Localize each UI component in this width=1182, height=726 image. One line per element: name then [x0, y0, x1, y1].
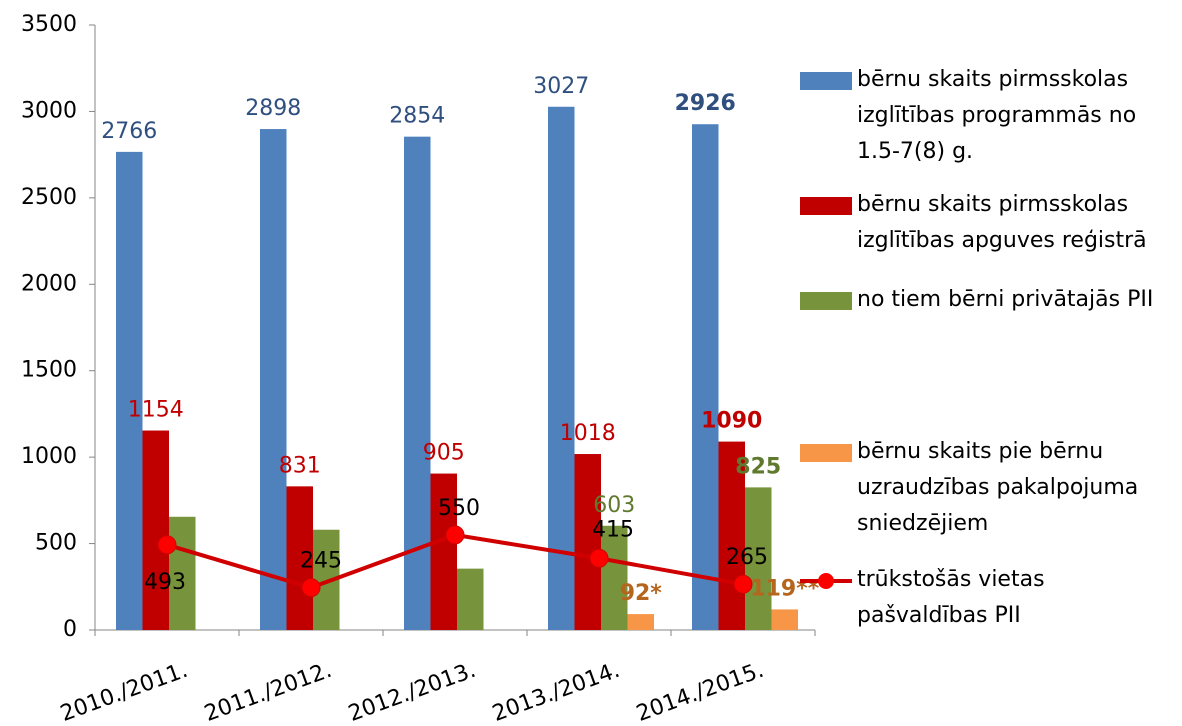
- y-tick-label: 500: [35, 531, 77, 556]
- bar: [601, 525, 628, 630]
- data-label: 1090: [701, 409, 762, 434]
- y-tick-label: 2500: [21, 185, 77, 210]
- data-label: 92*: [620, 581, 663, 606]
- data-label: 265: [726, 545, 768, 570]
- line-marker: [445, 525, 465, 545]
- data-label: 415: [592, 517, 634, 542]
- legend-swatch: [800, 292, 852, 310]
- data-label: 603: [593, 493, 635, 518]
- bar: [286, 486, 313, 630]
- data-label: 3027: [533, 74, 589, 99]
- bar: [116, 151, 143, 630]
- line-marker: [301, 578, 321, 598]
- legend-label: bērnu skaits pirmsskolas izglītības prog…: [857, 67, 1137, 164]
- legend-label: bērnu skaits pie bērnu uzraudzības pakal…: [857, 439, 1139, 536]
- bar: [430, 473, 457, 630]
- data-label: 905: [423, 441, 465, 466]
- y-tick-label: 3000: [21, 98, 77, 123]
- x-tick-label: 2013./2014.: [489, 658, 623, 726]
- data-label: 245: [300, 549, 342, 574]
- line-marker: [589, 548, 609, 568]
- x-tick-label: 2010./2011.: [57, 658, 191, 726]
- y-tick-label: 2000: [21, 271, 77, 296]
- data-label: 2766: [101, 119, 157, 144]
- bar: [548, 106, 575, 631]
- line-marker: [733, 574, 753, 594]
- data-label: 2926: [675, 91, 736, 116]
- data-label: 825: [735, 454, 781, 479]
- data-label: 1154: [128, 398, 184, 423]
- data-label: 2854: [389, 104, 445, 129]
- legend-swatch: [800, 572, 852, 590]
- y-tick-label: 1000: [21, 444, 77, 469]
- bar: [404, 136, 431, 630]
- x-tick-label: 2012./2013.: [345, 658, 479, 726]
- data-label: 2898: [245, 96, 301, 121]
- data-label: 831: [279, 453, 321, 478]
- legend-swatch: [800, 72, 852, 90]
- legend-label: no tiem bērni privātajās PII: [857, 287, 1154, 312]
- data-label: 1018: [560, 421, 616, 446]
- x-tick-label: 2014./2015.: [633, 658, 767, 726]
- data-label: 493: [144, 570, 186, 595]
- bar: [692, 124, 719, 630]
- bar: [771, 609, 798, 630]
- data-label: 550: [438, 496, 480, 521]
- bar: [627, 614, 654, 630]
- legend-swatch: [800, 197, 852, 215]
- bar: [457, 568, 484, 630]
- y-tick-label: 0: [63, 617, 77, 642]
- legend-label: trūkstošās vietas pašvaldības PII: [857, 567, 1045, 628]
- bar: [574, 454, 601, 630]
- bar: [260, 129, 287, 630]
- line-marker: [157, 535, 177, 555]
- x-tick-label: 2011./2012.: [201, 658, 335, 726]
- legend-swatch: [800, 444, 852, 462]
- bar: [745, 487, 772, 630]
- y-tick-label: 1500: [21, 358, 77, 383]
- y-tick-label: 3500: [21, 12, 77, 37]
- legend-line-icon: [800, 573, 852, 589]
- bar: [718, 441, 745, 630]
- bar: [169, 516, 196, 630]
- legend-label: bērnu skaits pirmsskolas izglītības apgu…: [857, 192, 1147, 253]
- bar: [142, 430, 169, 630]
